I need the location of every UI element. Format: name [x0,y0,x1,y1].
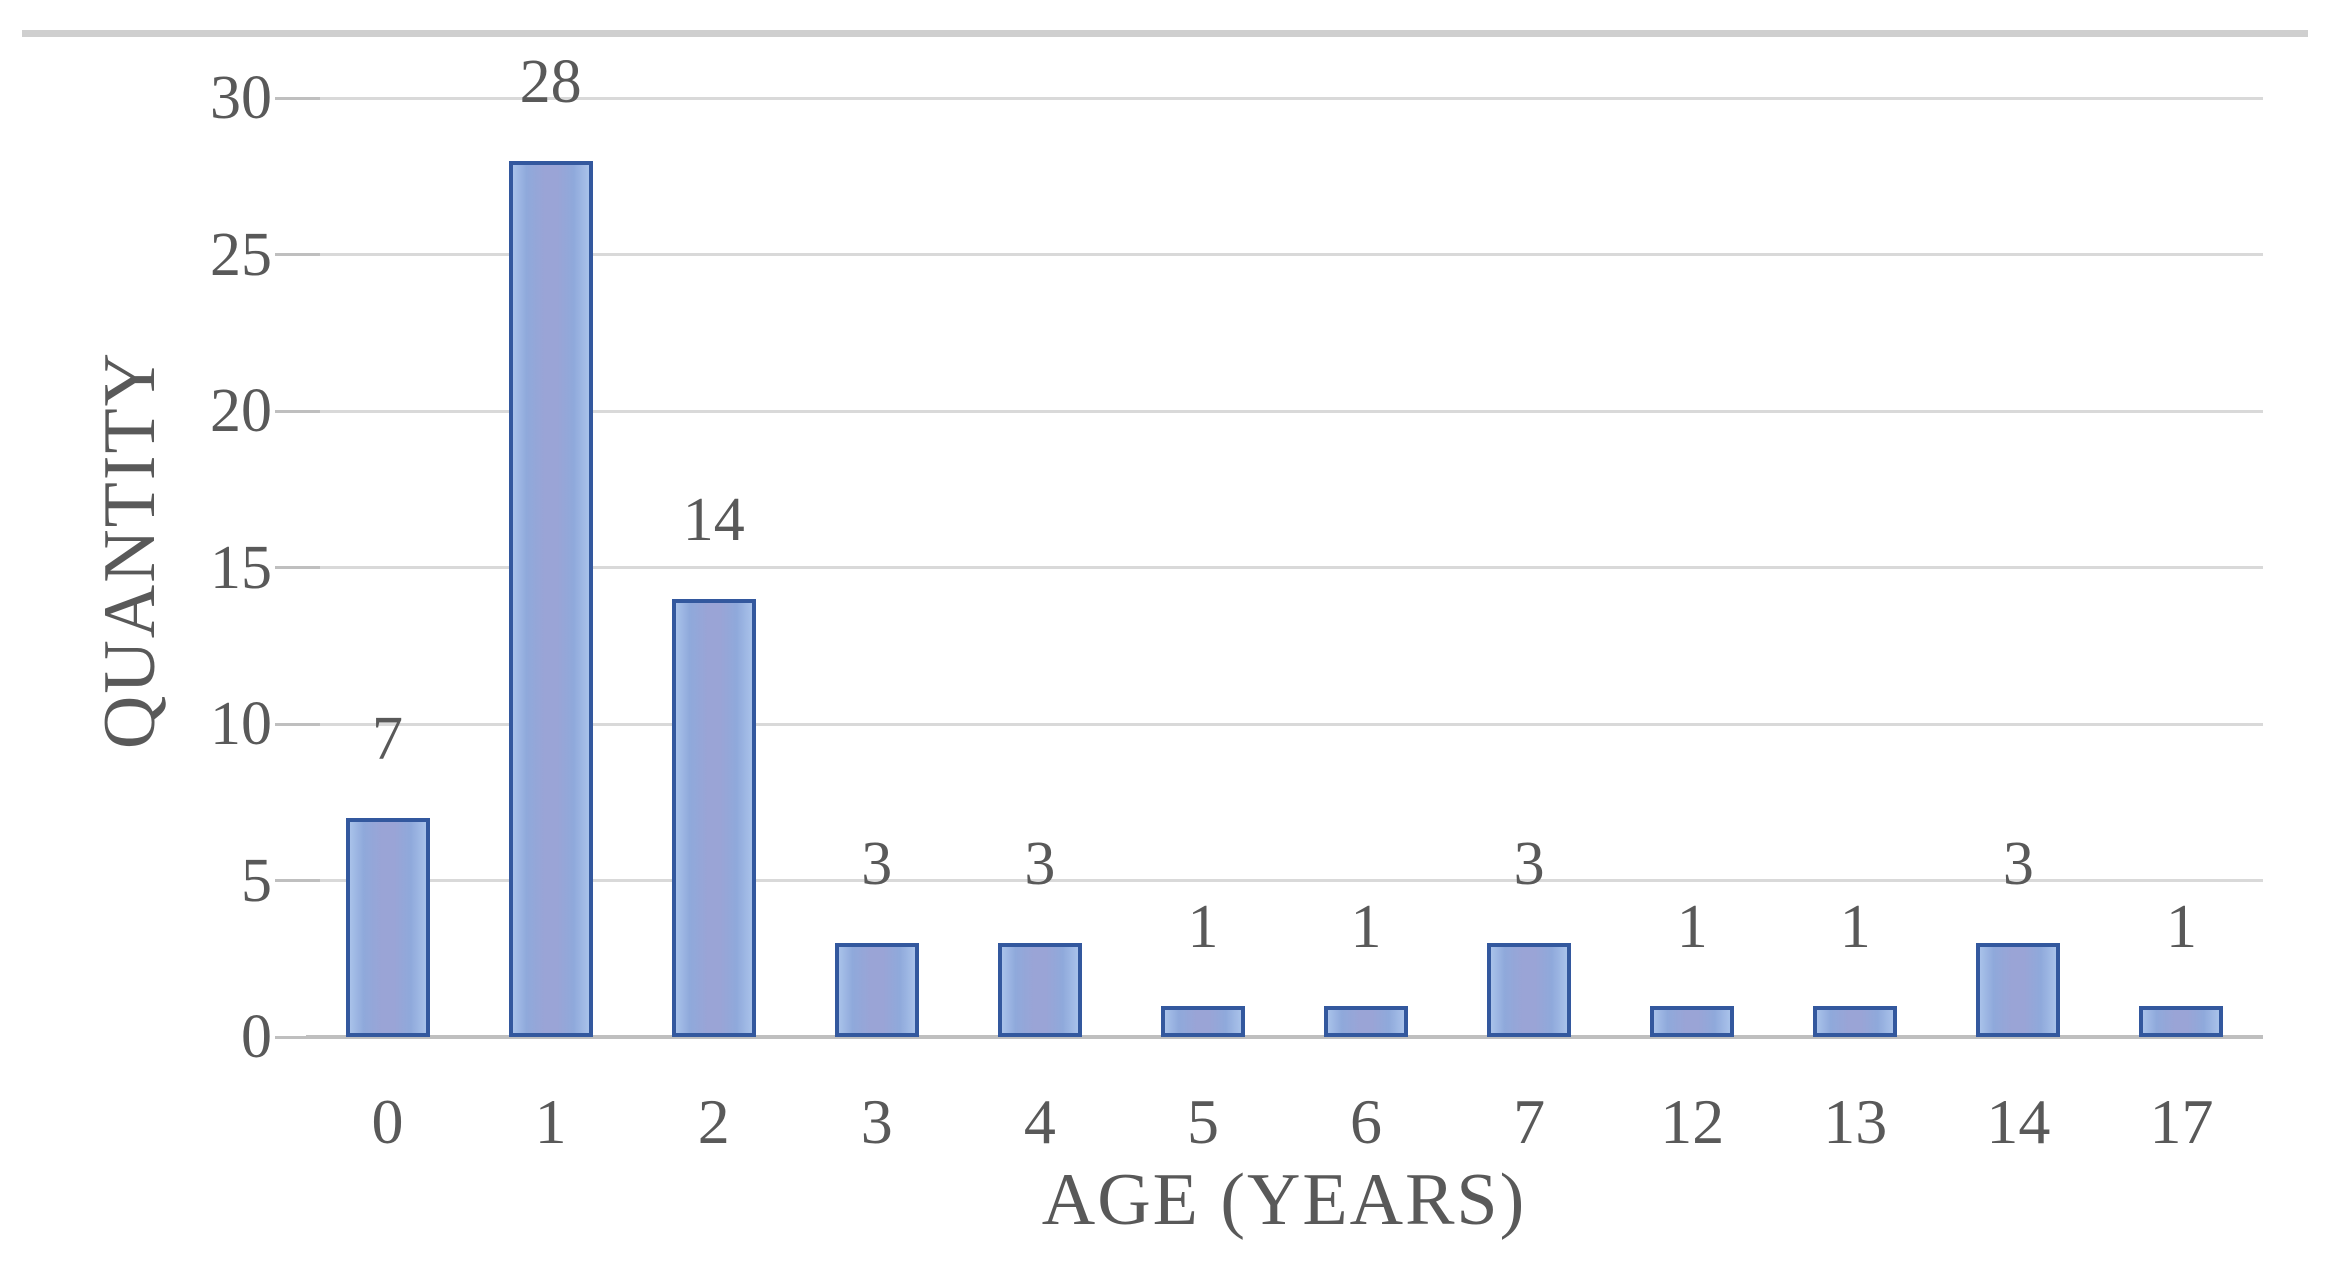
x-axis-line [306,1035,2263,1039]
y-axis-tick-15 [275,566,320,569]
y-axis-tick-5 [275,879,320,882]
x-tick-label-0: 0 [371,1086,404,1157]
y-axis-tick-20 [275,409,320,413]
x-axis-title: AGE (YEARS) [1041,1159,1527,1241]
bar-age-2 [671,598,756,1037]
x-tick-label-7: 7 [1513,1086,1546,1157]
bar-age-6 [1324,1005,1409,1037]
bar-age-0 [345,817,430,1037]
bar-age-17 [2139,1005,2224,1037]
gridline-y-15 [306,566,2263,569]
bar-age-4 [997,943,1082,1037]
x-tick-label-6: 6 [1350,1086,1383,1157]
bar-age-12 [1650,1005,1735,1037]
gridline-y-10 [306,722,2263,726]
bar-value-label: 14 [682,485,745,554]
x-tick-label-14: 14 [1986,1086,2051,1157]
y-axis-tick-0 [275,1035,320,1039]
bar-value-label: 1 [1187,892,1219,961]
bar-value-label: 1 [1350,892,1382,961]
bar-age-7 [1487,943,1572,1037]
y-tick-label: 30 [210,64,272,132]
bar-age-5 [1160,1005,1245,1037]
y-tick-label: 15 [210,533,272,602]
x-tick-label-4: 4 [1023,1086,1056,1157]
bar-age-3 [834,943,919,1037]
bar-value-label: 1 [2165,892,2197,961]
y-tick-label: 0 [241,1003,272,1071]
bar-value-label: 3 [1024,830,1056,899]
bar-age-13 [1813,1005,1898,1037]
top-border-line [22,30,2308,37]
bar-value-label: 1 [1839,892,1871,961]
y-axis-title: QUANTITY [89,350,171,750]
plot-area: 7 28 14 3 3 1 1 3 1 1 3 1 [275,51,2263,1039]
x-tick-label-5: 5 [1186,1086,1219,1157]
bar-value-label: 1 [1676,892,1708,961]
bar-age-1 [508,160,593,1037]
y-tick-label: 10 [210,690,272,758]
y-tick-label: 25 [210,220,272,289]
x-tick-label-17: 17 [2149,1086,2214,1157]
bar-value-label: 3 [861,830,893,899]
x-tick-label-2: 2 [697,1086,730,1157]
gridline-y-30 [306,96,2263,100]
bar-value-label: 7 [372,704,404,773]
bar-value-label: 28 [519,47,582,116]
gridline-y-5 [306,879,2263,882]
bar-age-14 [1976,943,2061,1037]
x-tick-label-12: 12 [1660,1086,1725,1157]
gridline-y-25 [306,253,2263,256]
bar-value-label: 3 [2002,830,2034,899]
x-tick-label-13: 13 [1823,1086,1888,1157]
x-tick-label-1: 1 [534,1086,567,1157]
y-axis-tick-30 [275,96,320,100]
y-axis-tick-10 [275,722,320,726]
y-tick-label: 5 [241,846,272,915]
x-tick-label-3: 3 [860,1086,893,1157]
gridline-y-20 [306,409,2263,413]
bar-value-label: 3 [1513,830,1545,899]
y-axis-tick-25 [275,253,320,256]
y-tick-label: 20 [210,377,272,445]
